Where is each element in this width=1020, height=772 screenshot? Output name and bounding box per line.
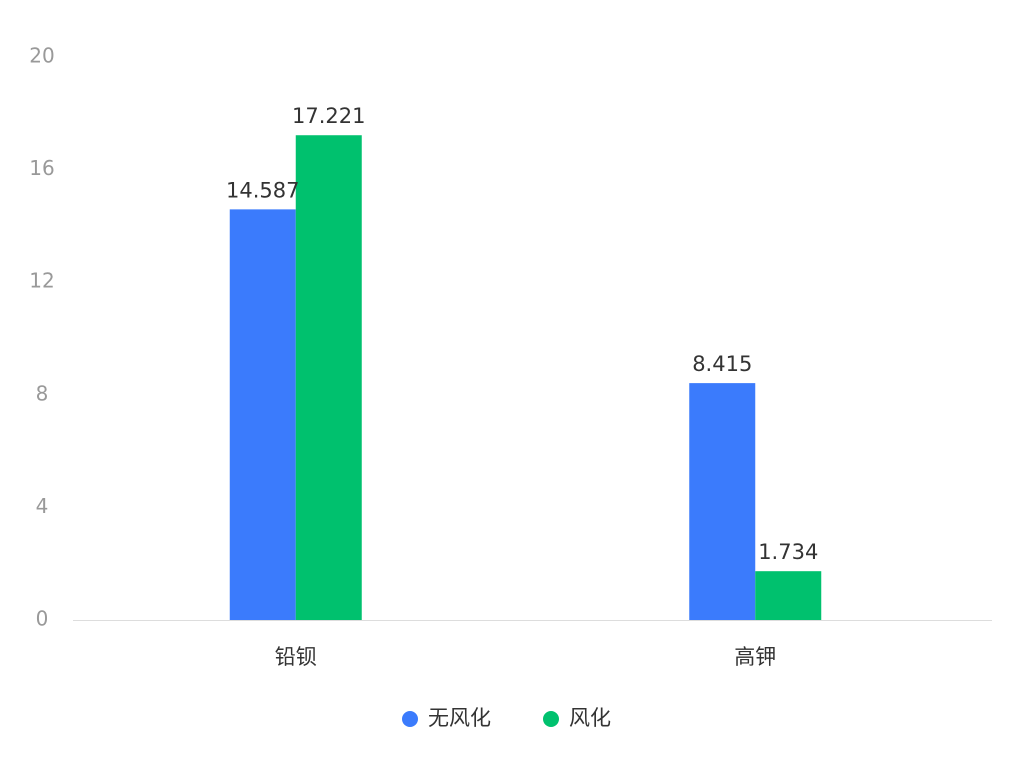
data-label: 17.221 <box>292 104 365 128</box>
bar-weathered <box>755 571 822 620</box>
y-tick-label: 8 <box>36 381 49 405</box>
legend-marker <box>543 711 559 727</box>
data-label: 8.415 <box>692 352 752 376</box>
legend-label: 无风化 <box>428 706 491 730</box>
bars <box>229 135 822 620</box>
y-tick-label: 12 <box>29 269 54 293</box>
data-label: 1.734 <box>758 540 818 564</box>
y-tick-label: 20 <box>29 44 54 68</box>
x-axis-category-label: 高钾 <box>734 645 776 669</box>
data-labels: 14.587 17.221 8.415 1.734 <box>226 104 818 564</box>
y-axis-ticks: 0 4 8 12 16 20 <box>29 44 54 631</box>
bar-unweathered <box>229 209 296 620</box>
legend-label: 风化 <box>569 706 611 730</box>
x-axis-category-labels: 铅钡 高钾 <box>275 645 777 669</box>
data-label: 14.587 <box>226 178 299 202</box>
bar-weathered <box>295 135 362 620</box>
y-tick-label: 4 <box>36 494 49 518</box>
x-axis-category-label: 铅钡 <box>275 645 317 669</box>
legend: 无风化 风化 <box>402 706 611 730</box>
y-tick-label: 16 <box>29 156 54 180</box>
bar-unweathered <box>689 383 756 620</box>
legend-marker <box>402 711 418 727</box>
y-tick-label: 0 <box>36 607 49 631</box>
